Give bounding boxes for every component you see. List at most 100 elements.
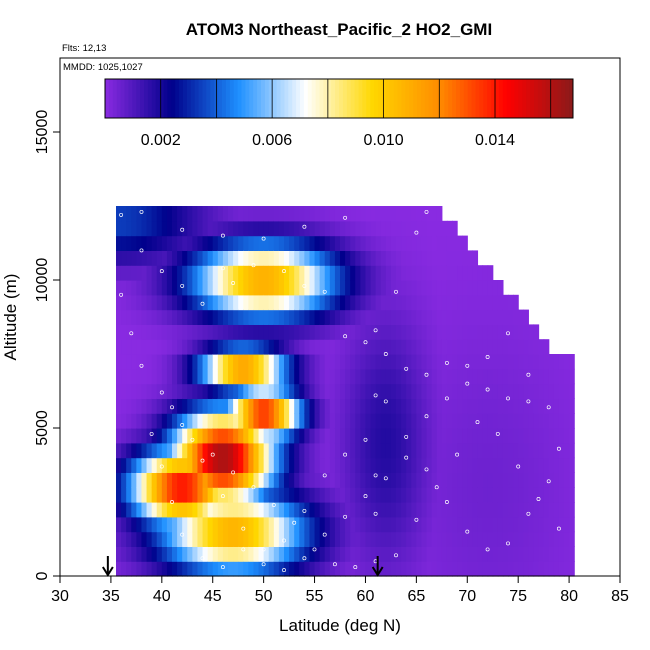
colorbar-segment: [229, 79, 235, 118]
heatmap-cell: [289, 206, 295, 222]
observation-point: [251, 263, 256, 268]
heatmap-cell: [467, 472, 473, 488]
heatmap-cell: [467, 457, 473, 473]
heatmap-cell: [492, 383, 499, 399]
heatmap-cell: [406, 546, 412, 562]
heatmap-cell: [202, 487, 209, 503]
heatmap-cell: [385, 413, 392, 429]
heatmap-cell: [161, 235, 168, 251]
heatmap-cell: [217, 339, 224, 355]
heatmap-cell: [467, 487, 473, 503]
heatmap-cell: [146, 383, 153, 399]
heatmap-cell: [202, 428, 209, 444]
heatmap-cell: [273, 354, 280, 370]
heatmap-cell: [202, 354, 209, 370]
heatmap-cell: [558, 546, 565, 562]
observation-point: [180, 283, 185, 288]
heatmap-cell: [233, 220, 239, 237]
observation-point: [129, 331, 134, 336]
heatmap-cell: [131, 368, 137, 385]
heatmap-cell: [268, 472, 275, 488]
heatmap-cell: [508, 516, 514, 533]
observation-point: [424, 209, 429, 214]
heatmap-cell: [268, 413, 275, 429]
heatmap-cell: [314, 398, 321, 414]
heatmap-cell: [345, 294, 351, 311]
heatmap-cell: [182, 561, 188, 577]
heatmap-cell: [487, 339, 494, 355]
heatmap-cell: [401, 561, 407, 577]
heatmap-cell: [217, 457, 224, 473]
heatmap-cell: [502, 472, 509, 488]
heatmap-cell: [396, 280, 402, 296]
heatmap-cell: [431, 368, 438, 385]
observation-point: [455, 452, 460, 457]
heatmap-cell: [273, 220, 280, 237]
heatmap-cell: [217, 531, 224, 547]
heatmap-cell: [482, 472, 489, 488]
heatmap-cell: [212, 206, 219, 222]
heatmap-cell: [202, 502, 209, 518]
heatmap-cell: [146, 220, 153, 237]
heatmap-cell: [508, 472, 514, 488]
heatmap-cell: [477, 531, 484, 547]
heatmap-cell: [146, 280, 153, 296]
heatmap-cell: [284, 487, 290, 503]
heatmap-cell: [212, 235, 219, 251]
heatmap-cell: [436, 398, 443, 414]
heatmap-cell: [187, 546, 193, 562]
colorbar-segment: [296, 79, 301, 118]
observation-point: [292, 520, 297, 525]
heatmap-cell: [222, 206, 229, 222]
heatmap-cell: [156, 487, 163, 503]
heatmap-cell: [309, 502, 316, 518]
heatmap-cell: [380, 546, 387, 562]
y-tick-label: 0: [34, 571, 51, 580]
heatmap-cell: [146, 368, 153, 385]
heatmap-cell: [273, 265, 280, 281]
heatmap-cell: [385, 324, 392, 340]
heatmap-cell: [390, 457, 397, 473]
heatmap-cell: [340, 294, 346, 311]
observation-point: [139, 209, 144, 214]
heatmap-cell: [492, 354, 499, 370]
heatmap-cell: [396, 368, 402, 385]
heatmap-cell: [375, 339, 382, 355]
heatmap-cell: [268, 531, 275, 547]
heatmap-cell: [121, 561, 127, 577]
heatmap-cell: [294, 309, 300, 325]
heatmap-cell: [518, 502, 524, 518]
colorbar-tick-label: 0.006: [252, 132, 292, 149]
heatmap-cell: [304, 561, 311, 577]
observation-point: [282, 269, 286, 274]
heatmap-cell: [365, 428, 372, 444]
heatmap-cell: [146, 472, 153, 488]
heatmap-cell: [172, 472, 178, 488]
heatmap-cell: [390, 561, 397, 577]
heatmap-cell: [273, 339, 280, 355]
heatmap-cell: [319, 472, 326, 488]
heatmap-cell: [131, 324, 137, 340]
observation-points: [119, 209, 561, 573]
heatmap-cell: [182, 220, 188, 237]
heatmap-cell: [182, 546, 188, 562]
observation-point: [170, 500, 174, 504]
heatmap-cell: [502, 368, 509, 385]
heatmap-cell: [228, 457, 234, 473]
heatmap-cell: [421, 472, 428, 488]
heatmap-cell: [452, 220, 458, 237]
heatmap-cell: [177, 354, 183, 370]
colorbar-segment: [428, 79, 434, 118]
heatmap-cell: [299, 398, 305, 414]
heatmap-cell: [431, 294, 438, 311]
heatmap-cell: [116, 398, 122, 414]
heatmap-cell: [156, 250, 163, 266]
heatmap-cell: [116, 531, 122, 547]
heatmap-cell: [370, 487, 377, 503]
heatmap-cell: [258, 368, 265, 385]
heatmap-cell: [426, 546, 433, 562]
heatmap-cell: [365, 354, 372, 370]
heatmap-cell: [523, 487, 529, 503]
colorbar-segment: [198, 79, 203, 118]
heatmap-cell: [217, 206, 224, 222]
